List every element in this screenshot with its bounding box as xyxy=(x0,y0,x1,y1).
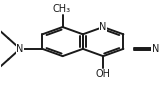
Text: N: N xyxy=(100,22,107,32)
Text: N: N xyxy=(152,44,159,54)
Text: CH₃: CH₃ xyxy=(52,4,71,14)
Text: N: N xyxy=(16,44,24,54)
Text: OH: OH xyxy=(96,69,111,79)
